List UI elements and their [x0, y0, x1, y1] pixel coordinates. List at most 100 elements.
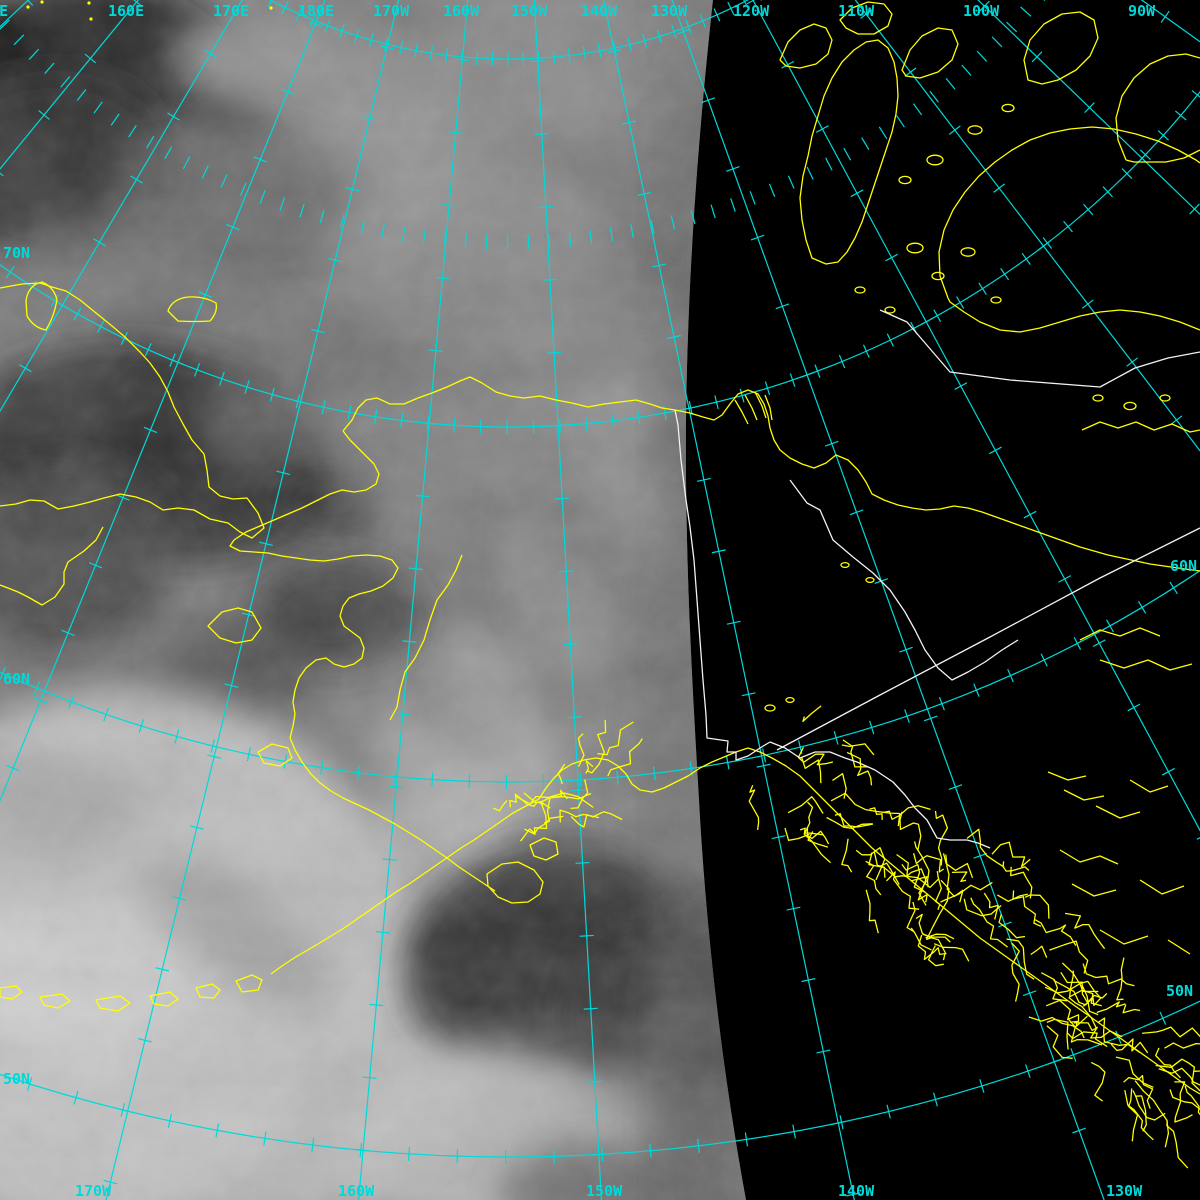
- fjord-coast-squiggle: [1073, 1022, 1123, 1039]
- meridian-170E: [0, 0, 243, 413]
- fjord-coast-squiggle: [983, 892, 999, 920]
- latitude-label-left-60N: 60N: [3, 670, 30, 688]
- meridian-150W: [533, 0, 603, 1200]
- islet-outline: [1159, 394, 1171, 402]
- islet-outline: [898, 175, 912, 185]
- islet-outline: [967, 125, 983, 135]
- longitude-label-top-170E: 170E: [213, 2, 249, 20]
- longitude-label-top-100W: 100W: [963, 2, 1000, 20]
- fjord-coast-squiggle: [787, 796, 824, 814]
- islet-dot: [87, 1, 91, 5]
- fjord-coast-squiggle: [896, 853, 927, 906]
- fjord-coast-squiggle: [557, 763, 566, 785]
- fjord-coast-squiggle: [799, 827, 831, 864]
- coastline-path: [1047, 771, 1087, 781]
- political-border-overlay: [674, 309, 1200, 849]
- border-path: [769, 741, 991, 849]
- longitude-label-top-160E: 160E: [108, 2, 144, 20]
- daylight-satellite-imagery: [0, 0, 746, 1200]
- coastline-path: [529, 837, 559, 861]
- islet-dot: [89, 17, 93, 21]
- fjord-coast-squiggle: [996, 893, 1028, 902]
- longitude-label-bottom-160W: 160W: [338, 1182, 375, 1200]
- fjord-coast-squiggle: [1082, 997, 1102, 1007]
- fjord-coast-squiggle: [1034, 919, 1077, 946]
- longitude-label-top-110W: 110W: [838, 2, 875, 20]
- fjord-coast-squiggle: [925, 933, 955, 940]
- fjord-coast-squiggle: [970, 897, 1008, 948]
- coastline-path: [1079, 627, 1161, 641]
- islet-outline: [1123, 401, 1137, 411]
- fjord-coast-squiggle: [807, 831, 829, 848]
- border-path: [776, 527, 1200, 751]
- longitude-label-top-150W: 150W: [511, 2, 548, 20]
- coastline-path: [1095, 805, 1141, 819]
- coastline-path: [1167, 939, 1191, 955]
- fjord-coast-squiggle: [966, 828, 1005, 868]
- fjord-coast-squiggle: [570, 779, 589, 810]
- coastline-path: [229, 430, 496, 892]
- coastline-path: [342, 376, 676, 432]
- fjord-coast-squiggle: [830, 792, 901, 827]
- fjord-coast-squiggle: [841, 743, 875, 756]
- fjord-coast-squiggle: [911, 876, 928, 903]
- coastline-path: [938, 126, 1200, 299]
- coastline-path: [538, 747, 749, 800]
- fjord-coast-squiggle: [865, 889, 879, 934]
- fjord-coast-squiggle: [1132, 1090, 1166, 1121]
- coastline-path: [674, 389, 1200, 572]
- fjord-coast-squiggle: [806, 827, 830, 845]
- fjord-coast-squiggle: [855, 847, 886, 881]
- fjord-coast-squiggle: [748, 784, 760, 830]
- islet-outline: [931, 271, 945, 281]
- coastline-path: [901, 27, 959, 79]
- fjord-coast-squiggle: [1110, 1038, 1149, 1054]
- islet-outline: [865, 576, 875, 584]
- fjord-coast-squiggle: [927, 945, 944, 967]
- coastline-path: [207, 607, 262, 644]
- meridian-180E: [0, 0, 326, 803]
- fjord-coast-squiggle: [879, 862, 900, 885]
- fjord-coast-squiggle: [1067, 1018, 1103, 1046]
- fjord-coast-squiggle: [846, 751, 873, 786]
- meridian-160W: [357, 0, 469, 1200]
- fjord-coast-squiggle: [934, 810, 949, 866]
- fjord-coast-squiggle: [1123, 1074, 1154, 1109]
- fjord-coast-squiggle: [901, 863, 925, 893]
- fjord-coast-squiggle: [1044, 980, 1102, 999]
- fjord-coast-squiggle: [869, 807, 883, 820]
- islet-dot: [26, 5, 30, 9]
- fjord-coast-squiggle: [1064, 912, 1106, 950]
- fjord-coast-squiggle: [784, 827, 810, 841]
- coastline-path: [839, 1, 893, 35]
- coastline-path: [1139, 879, 1185, 895]
- coastline-path: [1071, 883, 1117, 897]
- coastline-path: [436, 554, 463, 601]
- coastline-path: [167, 296, 218, 323]
- coastline-path: [257, 743, 293, 767]
- fjord-coast-squiggle: [933, 943, 970, 962]
- coastline-path: [39, 993, 71, 1009]
- coastline-path: [486, 861, 544, 904]
- parallel-50N: [0, 999, 1200, 1158]
- fjord-coast-squiggle: [1164, 1042, 1200, 1049]
- fjord-coast-squiggle: [1097, 1017, 1141, 1053]
- fjord-coast-squiggle: [1174, 1081, 1193, 1123]
- islet-outline: [1092, 394, 1104, 402]
- coastline-path: [1081, 421, 1200, 433]
- coastline-path: [764, 394, 773, 421]
- latitude-label-left-70N: 70N: [3, 244, 30, 262]
- fjord-coast-squiggle: [886, 871, 920, 910]
- coastline-path: [0, 282, 265, 539]
- fjord-coast-squiggle: [998, 914, 1026, 939]
- fjord-coast-squiggle: [1046, 1025, 1073, 1059]
- coastline-path: [1125, 149, 1200, 163]
- latitude-label-left-50N: 50N: [3, 1070, 30, 1088]
- longitude-label-bottom-130W: 130W: [1106, 1182, 1143, 1200]
- fjord-coast-squiggle: [915, 913, 946, 961]
- fjord-coast-squiggle: [1069, 970, 1102, 1007]
- fjord-coast-squiggle: [951, 871, 968, 883]
- longitude-label-top-90W: 90W: [1128, 2, 1156, 20]
- coastline-path: [1115, 53, 1200, 161]
- fjord-coast-squiggle: [899, 811, 922, 851]
